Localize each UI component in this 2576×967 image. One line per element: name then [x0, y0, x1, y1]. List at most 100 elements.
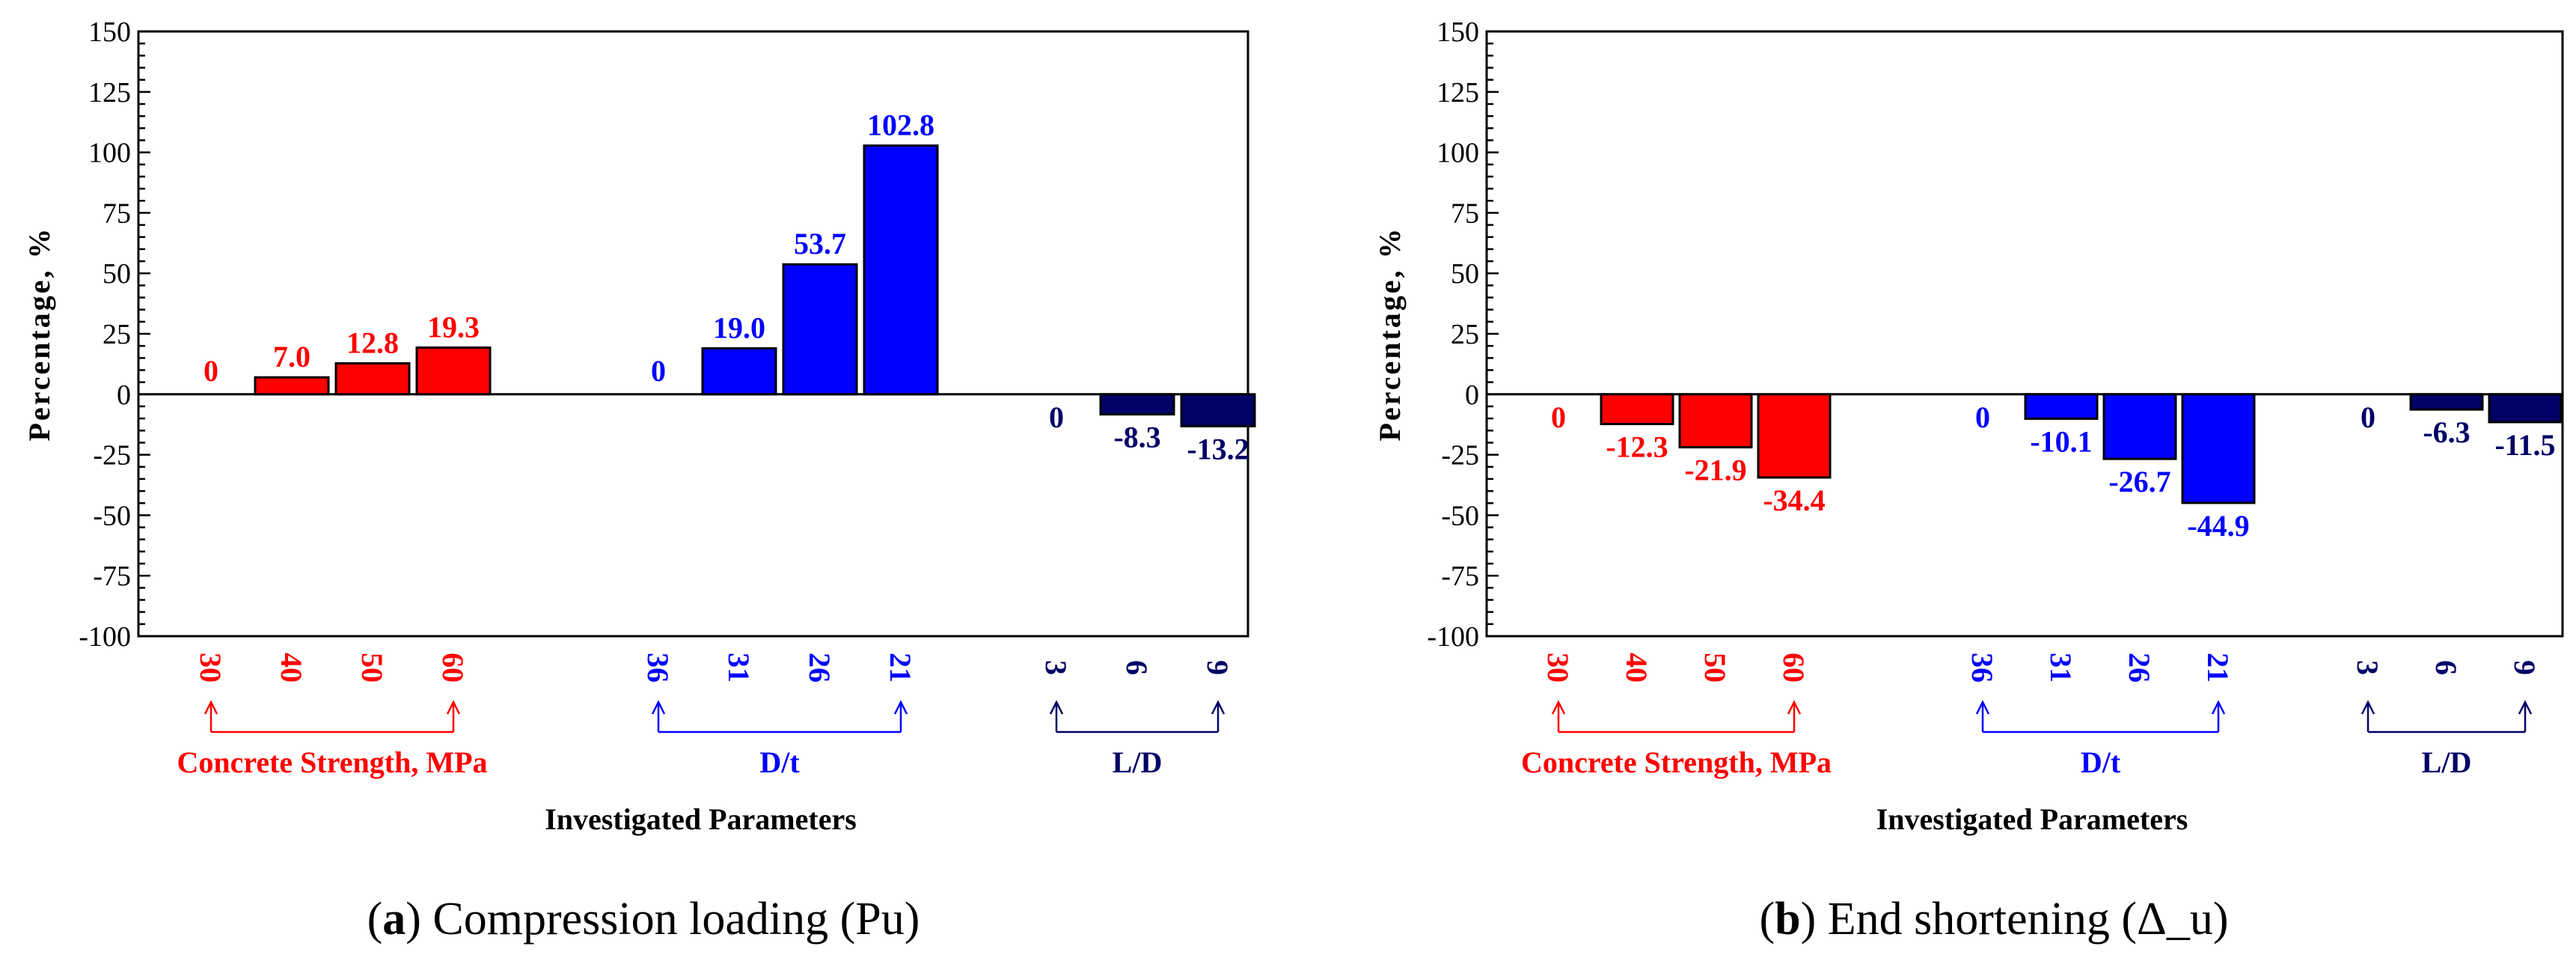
y-tick-label: 75	[1451, 198, 1479, 229]
group-bracket	[2361, 700, 2533, 733]
data-label: 0	[1551, 400, 1566, 434]
panel-caption: (b) End shortening (Δ_u)	[1759, 894, 2228, 945]
y-tick-label: -100	[1427, 621, 1479, 653]
data-label: -10.1	[2030, 424, 2092, 458]
caption-text: Compression loading (Pu)	[432, 894, 920, 945]
group-bracket	[1975, 700, 2226, 733]
category-tick-label: 3	[2351, 660, 2384, 675]
category-tick-label: 9	[1201, 660, 1235, 675]
y-tick-label: 150	[88, 16, 131, 48]
arrow-head-icon	[446, 700, 461, 715]
data-label: -12.3	[1606, 430, 1668, 464]
y-tick-label: 0	[117, 379, 131, 411]
category-tick-label: 21	[2201, 653, 2235, 683]
caption-text: End shortening (Δ_u)	[1828, 894, 2229, 945]
y-tick-label: -75	[93, 561, 131, 592]
arrow-head-icon	[651, 700, 666, 715]
group-name-label: D/t	[759, 745, 800, 779]
category-tick-label: 30	[194, 653, 227, 683]
y-tick-label: -25	[1441, 440, 1479, 472]
y-tick-label: 50	[1451, 258, 1479, 290]
bar	[863, 144, 939, 396]
data-label: -8.3	[1113, 421, 1160, 454]
data-label: -34.4	[1763, 484, 1825, 517]
data-label: -21.9	[1684, 454, 1746, 487]
bar	[701, 347, 777, 396]
caption-close-paren: )	[406, 894, 432, 945]
group-bracket	[1049, 700, 1226, 733]
bar-group-0: 0 30 -12.3 40 -21.9 50 -34.4 60 Concrete Strengt…	[1521, 393, 1832, 779]
group-bracket	[1551, 700, 1802, 733]
arrow-head-icon	[893, 700, 908, 715]
bar	[2181, 393, 2256, 504]
bar	[1600, 393, 1674, 426]
category-tick-label: 60	[1777, 653, 1811, 683]
arrow-head-icon	[1787, 700, 1802, 715]
category-tick-label: 26	[803, 653, 836, 683]
data-label: -26.7	[2108, 465, 2170, 498]
y-tick-label: 125	[1437, 77, 1479, 109]
y-tick-label: 125	[88, 77, 131, 109]
y-tick-label: -50	[93, 500, 131, 531]
group-bracket	[651, 700, 908, 733]
data-label: 0	[1049, 400, 1064, 434]
category-tick-label: 6	[2429, 660, 2463, 675]
bar	[415, 346, 492, 396]
data-label: 19.0	[713, 311, 765, 344]
data-label: -11.5	[2494, 428, 2555, 462]
chart-panel-b: 150 125 100 75 50 25 0 -25 -50 -75 -100 Percentage,…	[1373, 16, 2564, 945]
y-tick-label: -25	[93, 440, 131, 472]
category-tick-label: 31	[722, 653, 756, 683]
category-tick-label: 9	[2508, 660, 2542, 675]
category-tick-label: 21	[884, 653, 917, 683]
data-label: 53.7	[794, 227, 846, 260]
y-tick-label: 25	[103, 319, 131, 350]
group-name-label: L/D	[2422, 745, 2472, 779]
arrow-head-icon	[204, 700, 218, 715]
data-label: 19.3	[427, 310, 480, 344]
category-tick-label: 60	[436, 653, 470, 683]
category-tick-label: 50	[1698, 653, 1732, 683]
y-tick-label: 100	[88, 138, 131, 169]
caption-close-paren: )	[1801, 894, 1828, 945]
y-axis-label: Percentage, %	[1373, 226, 1407, 441]
arrow-head-icon	[2518, 700, 2533, 715]
caption-letter: a	[382, 894, 406, 945]
bar	[782, 263, 858, 396]
y-tick-label: 100	[1437, 138, 1479, 169]
category-tick-label: 6	[1120, 660, 1154, 675]
bar-group-1: 0 36 -10.1 31 -26.7 26 -44.9 21 D/t	[1965, 393, 2256, 779]
bar	[1678, 393, 1753, 449]
chart-panel-a: 150 125 100 75 50 25 0 -25 -50 -75 -100 Percentage,…	[22, 16, 1256, 945]
y-tick-label: -50	[1441, 500, 1479, 531]
panel-caption: (a) Compression loading (Pu)	[367, 894, 920, 945]
plot-frame	[137, 30, 1249, 638]
group-bracket	[204, 700, 461, 733]
caption-open-paren: (	[367, 894, 383, 945]
arrow-head-icon	[1975, 700, 1990, 715]
bar	[254, 376, 330, 396]
caption-letter: b	[1775, 894, 1800, 945]
y-tick-label: 150	[1437, 16, 1479, 48]
data-label: 0	[1975, 400, 1990, 434]
x-axis-label: Investigated Parameters	[1876, 802, 2188, 836]
data-label: 0	[651, 354, 666, 388]
category-tick-label: 50	[355, 653, 389, 683]
category-tick-label: 40	[1620, 653, 1653, 683]
arrow-head-icon	[1551, 700, 1566, 715]
data-label: 0	[2361, 400, 2375, 434]
data-label: 12.8	[346, 326, 399, 359]
data-label: -44.9	[2187, 509, 2249, 543]
y-axis-label: Percentage, %	[22, 226, 56, 441]
bar-group-2: 0 3 -6.3 6 -11.5 9 L/D	[2351, 393, 2563, 779]
arrow-head-icon	[1049, 700, 1064, 715]
group-name-label: Concrete Strength, MPa	[1521, 745, 1832, 779]
bar-group-1: 0 36 19.0 31 53.7 26 102.8 21 D/t	[641, 109, 939, 779]
x-axis-label: Investigated Parameters	[545, 802, 857, 836]
bar-group-2: 0 3 -8.3 6 -13.2 9 L/D	[1039, 393, 1256, 779]
data-label: 102.8	[867, 109, 934, 142]
bar	[2102, 393, 2177, 460]
y-tick-label: -75	[1441, 561, 1479, 592]
group-name-label: L/D	[1113, 745, 1163, 779]
category-tick-label: 40	[275, 653, 308, 683]
